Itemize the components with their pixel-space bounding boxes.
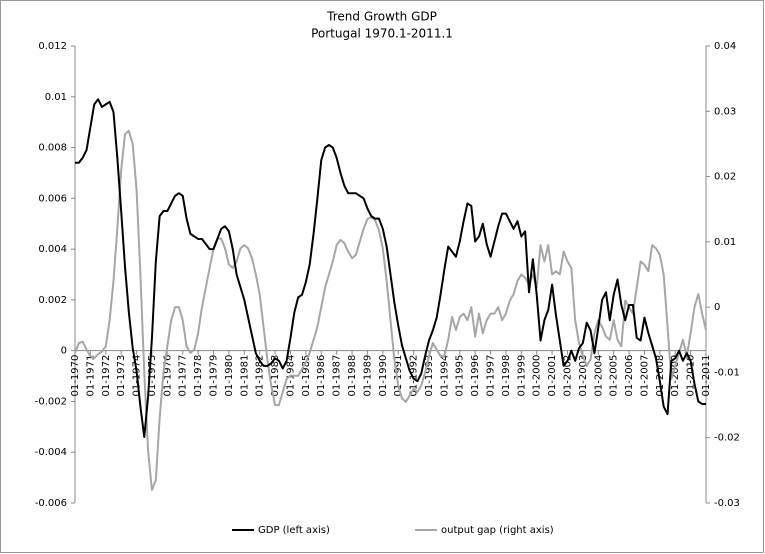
- y-tick-label: -0.004: [35, 447, 67, 458]
- x-tick-label: 01-1990: [378, 355, 389, 397]
- y2-tick-label: 0: [714, 302, 720, 313]
- y-tick-label: 0: [61, 346, 67, 357]
- y2-tick-label: -0.03: [714, 498, 740, 509]
- x-tick-label: 01-1996: [470, 355, 481, 397]
- y2-tick-label: -0.01: [714, 367, 740, 378]
- x-tick-label: 01-1992: [409, 355, 420, 397]
- y2-tick-label: 0.04: [714, 41, 736, 52]
- x-tick-label: 01-1979: [209, 355, 220, 397]
- x-tick-label: 01-2005: [609, 355, 620, 397]
- x-tick-label: 01-1988: [347, 355, 358, 397]
- x-tick-label: 01-1976: [162, 355, 173, 397]
- x-tick-label: 01-1970: [70, 355, 81, 397]
- x-tick-label: 01-1989: [362, 355, 373, 397]
- y-tick-label: 0.008: [38, 143, 67, 154]
- x-tick-label: 01-1980: [224, 355, 235, 397]
- x-tick-label: 01-2006: [624, 355, 635, 397]
- x-tick-label: 01-1993: [424, 355, 435, 397]
- x-tick-label: 01-1997: [486, 355, 497, 397]
- x-tick-label: 01-1999: [516, 355, 527, 397]
- y-tick-label: 0.01: [45, 92, 67, 103]
- x-tick-label: 01-2009: [670, 355, 681, 397]
- x-tick-label: 01-2008: [655, 355, 666, 397]
- x-tick-label: 01-2001: [547, 355, 558, 397]
- series-line: [74, 129, 707, 491]
- x-tick-label: 01-1972: [101, 355, 112, 397]
- y-tick-label: 0.004: [38, 244, 67, 255]
- x-tick-label: 01-1975: [147, 355, 158, 397]
- x-tick-label: 01-1971: [85, 355, 96, 397]
- x-tick-label: 01-2010: [686, 355, 697, 397]
- x-tick-label: 01-1983: [270, 355, 281, 397]
- chart-subtitle: Portugal 1970.1-2011.1: [311, 27, 453, 41]
- x-tick-label: 01-1991: [393, 355, 404, 397]
- x-tick-label: 01-2007: [639, 355, 650, 397]
- x-tick-label: 01-2003: [578, 355, 589, 397]
- series-line: [75, 98, 706, 438]
- x-tick-label: 01-1998: [501, 355, 512, 397]
- x-tick-label: 01-1985: [301, 355, 312, 397]
- x-tick-label: 01-2004: [593, 355, 604, 397]
- y2-tick-label: 0.01: [714, 237, 736, 248]
- legend-label: output gap (right axis): [441, 525, 554, 536]
- x-tick-label: 01-1978: [193, 355, 204, 397]
- x-tick-label: 01-1977: [178, 355, 189, 397]
- x-tick-label: 01-1995: [455, 355, 466, 397]
- x-tick-label: 01-1973: [116, 355, 127, 397]
- x-tick-label: 01-2000: [532, 355, 543, 397]
- y2-tick-label: 0.02: [714, 172, 736, 183]
- x-tick-label: 01-1982: [255, 355, 266, 397]
- chart-title: Trend Growth GDP: [326, 10, 437, 24]
- y-tick-label: 0.012: [38, 41, 67, 52]
- y2-tick-label: 0.03: [714, 106, 736, 117]
- legend-label: GDP (left axis): [258, 525, 330, 536]
- x-tick-label: 01-2011: [701, 355, 712, 397]
- y-tick-label: -0.002: [35, 396, 67, 407]
- x-tick-label: 01-1987: [332, 355, 343, 397]
- x-tick-label: 01-1986: [316, 355, 327, 397]
- x-tick-label: 01-1981: [239, 355, 250, 397]
- x-tick-label: 01-2002: [562, 355, 573, 397]
- y-tick-label: 0.002: [38, 295, 67, 306]
- y-tick-label: -0.006: [35, 498, 67, 509]
- y2-tick-label: -0.02: [714, 433, 740, 444]
- x-tick-label: 01-1994: [439, 355, 450, 397]
- y-tick-label: 0.006: [38, 193, 67, 204]
